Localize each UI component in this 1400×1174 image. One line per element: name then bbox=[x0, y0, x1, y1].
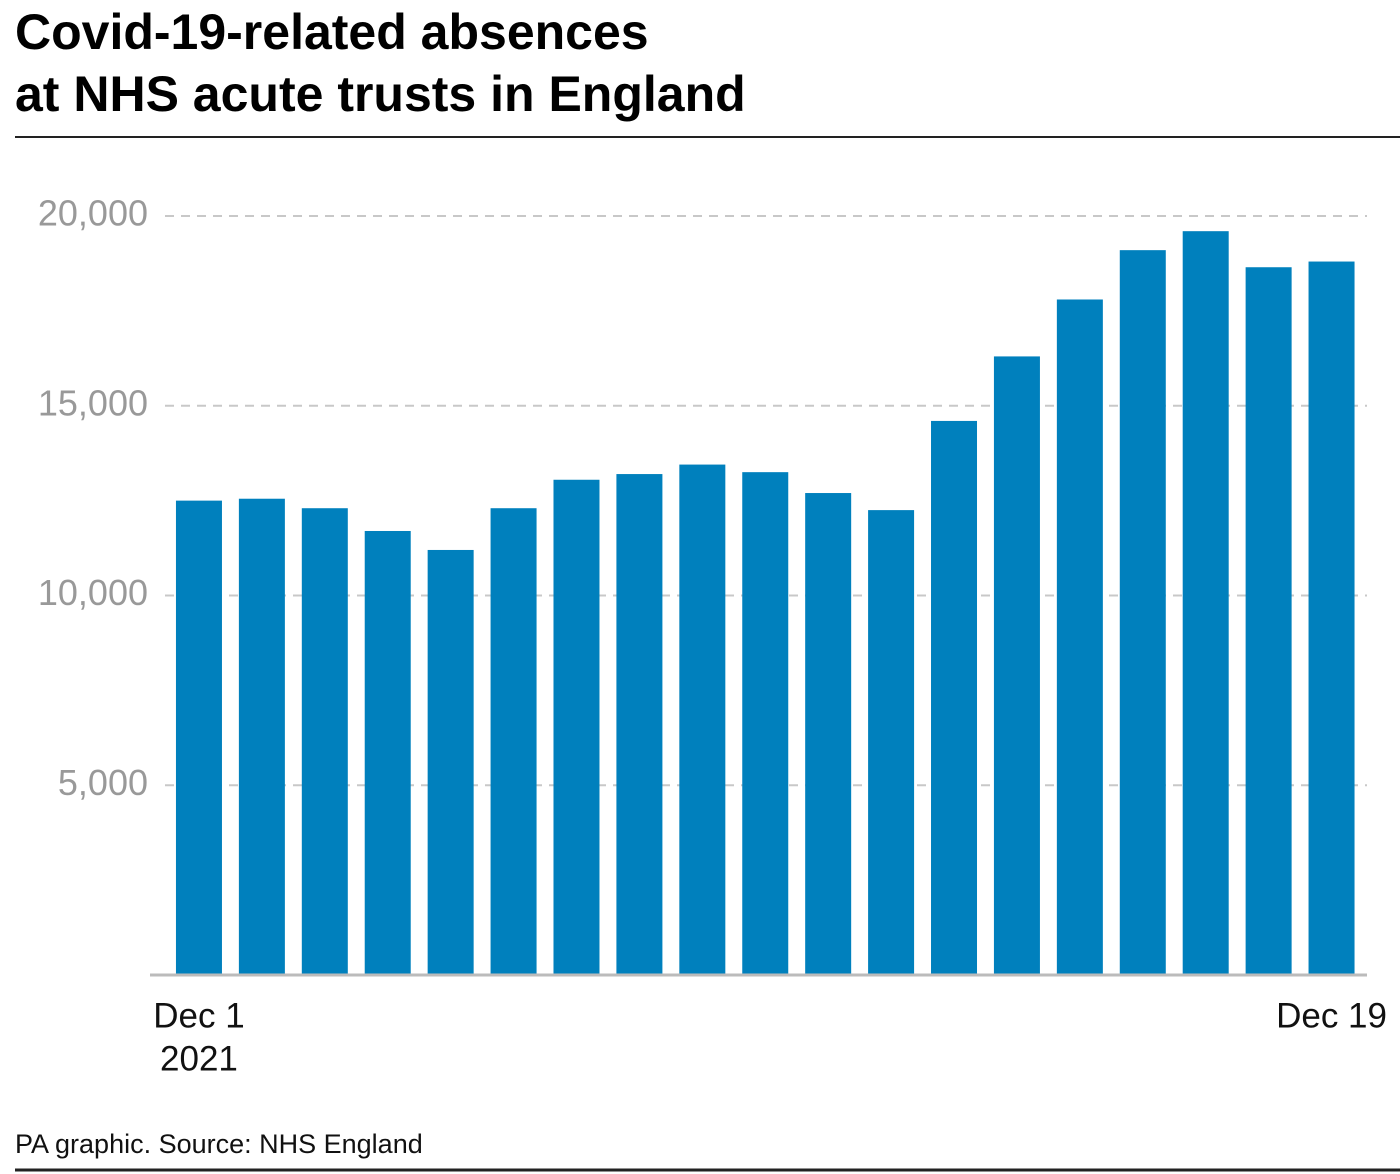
y-tick-label: 10,000 bbox=[38, 572, 148, 613]
bar bbox=[1308, 261, 1355, 975]
y-tick-label: 20,000 bbox=[38, 193, 148, 234]
y-tick-label: 15,000 bbox=[38, 382, 148, 423]
bar bbox=[993, 356, 1040, 975]
x-year-label: 2021 bbox=[160, 1039, 238, 1078]
x-tick-label: Dec 1 bbox=[153, 996, 244, 1035]
bar bbox=[238, 498, 285, 975]
y-tick-label: 5,000 bbox=[58, 762, 148, 803]
bar bbox=[868, 510, 915, 975]
bar bbox=[175, 500, 222, 975]
bar bbox=[1119, 250, 1166, 975]
chart-title: at NHS acute trusts in England bbox=[15, 66, 746, 122]
bar bbox=[1182, 231, 1229, 975]
bar bbox=[1245, 267, 1292, 975]
source-note: PA graphic. Source: NHS England bbox=[15, 1129, 423, 1159]
bar bbox=[616, 474, 663, 975]
bar bbox=[1056, 299, 1103, 975]
bar bbox=[742, 472, 789, 975]
x-tick-label: Dec 19 bbox=[1276, 996, 1387, 1035]
chart-title: Covid-19-related absences bbox=[15, 4, 649, 60]
bar bbox=[553, 479, 600, 975]
bar bbox=[931, 420, 978, 975]
bar bbox=[364, 530, 411, 975]
bar bbox=[490, 508, 537, 975]
bar bbox=[805, 493, 852, 975]
bar bbox=[427, 549, 474, 975]
bar bbox=[301, 508, 348, 975]
bar bbox=[679, 464, 726, 975]
